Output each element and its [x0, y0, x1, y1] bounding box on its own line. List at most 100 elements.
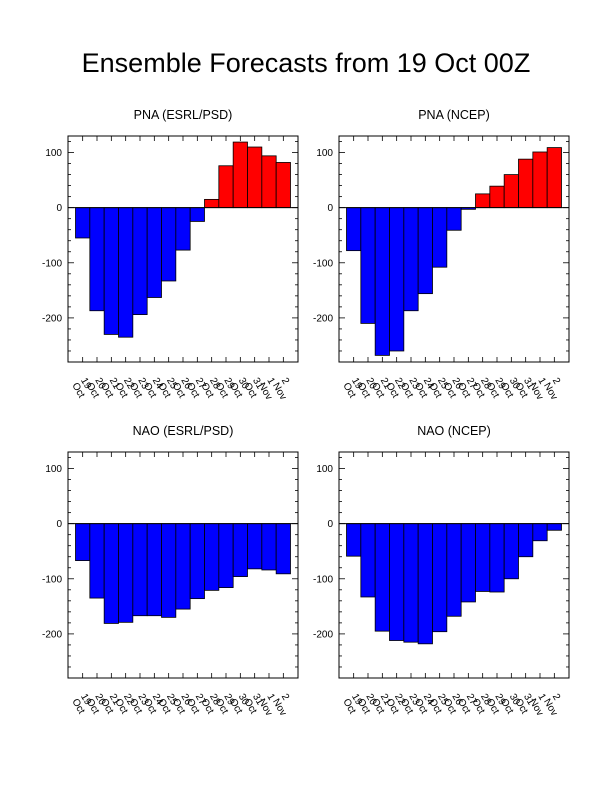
x-tick-label-part: 22: [121, 692, 136, 708]
bar: [232, 523, 248, 577]
x-tick-label-part: 28: [207, 692, 222, 708]
x-tick-label-part: 27: [193, 692, 208, 708]
y-tick-label: -200: [42, 629, 62, 640]
bar: [89, 523, 105, 599]
x-tick-label-part: Nov: [256, 381, 274, 402]
y-tick-label: -200: [313, 629, 333, 640]
y-tick-label: 0: [56, 519, 62, 530]
x-tick-label-part: 23: [406, 692, 421, 708]
x-tick-label-part: 24: [150, 376, 165, 392]
x-tick-label-part: 29: [221, 376, 236, 392]
bar: [546, 523, 562, 531]
bar: [475, 193, 491, 209]
bar: [103, 207, 119, 335]
bar: [546, 147, 562, 209]
x-tick-label-part: Nov: [527, 697, 545, 718]
x-tick-label-part: 21: [107, 376, 122, 392]
x-tick-label-part: 20: [363, 376, 378, 392]
x-tick-label-part: Nov: [256, 697, 274, 718]
bar: [360, 523, 376, 598]
bar: [532, 523, 548, 542]
y-tick-label: 100: [316, 464, 333, 475]
page-title: Ensemble Forecasts from 19 Oct 00Z: [81, 48, 531, 78]
x-tick-label-part: 27: [193, 376, 208, 392]
x-tick-label-part: 26: [178, 376, 193, 392]
x-tick-label-part: 27: [464, 692, 479, 708]
x-tick-label: 29Oct: [213, 376, 239, 400]
x-tick-label-part: 2: [279, 376, 292, 387]
x-tick-label-part: 31: [250, 376, 265, 392]
bar: [161, 523, 177, 618]
bar: [75, 207, 91, 239]
x-tick-label-part: Nov: [270, 381, 288, 402]
bar: [489, 185, 505, 209]
x-tick-label-part: 24: [150, 692, 165, 708]
bar: [346, 207, 362, 252]
bar: [75, 523, 91, 561]
bar: [118, 207, 134, 338]
x-tick-label-part: 19: [349, 692, 364, 708]
bar: [489, 523, 505, 593]
bar: [232, 141, 248, 209]
bar: [218, 165, 234, 209]
x-tick-label-part: 23: [135, 692, 150, 708]
bar: [532, 151, 548, 209]
x-tick-label-part: 25: [435, 376, 450, 392]
y-tick-label: -100: [313, 258, 333, 269]
x-tick-label-part: 24: [421, 376, 436, 392]
y-tick-label: 0: [327, 519, 333, 530]
y-tick-label: -200: [313, 313, 333, 324]
x-tick-label-part: 22: [392, 376, 407, 392]
y-tick-label: 100: [316, 148, 333, 159]
chart-title: NAO (ESRL/PSD): [133, 424, 234, 438]
bar: [503, 174, 519, 209]
x-tick-label-part: 24: [421, 692, 436, 708]
bar: [446, 523, 462, 617]
bar: [446, 207, 462, 231]
bar: [261, 523, 277, 571]
x-tick-label-part: 2: [279, 692, 292, 703]
x-tick-label-part: Nov: [541, 697, 559, 718]
x-tick-label-part: 25: [435, 692, 450, 708]
x-tick-label-part: 2: [550, 376, 563, 387]
x-tick-label-part: 23: [135, 376, 150, 392]
x-tick-label-part: 30: [507, 376, 522, 392]
x-tick-label-part: 27: [464, 376, 479, 392]
x-tick-label-part: Nov: [541, 381, 559, 402]
bar: [275, 523, 291, 575]
y-tick-label: -100: [42, 258, 62, 269]
x-tick-label-part: 30: [236, 376, 251, 392]
x-tick-label-part: 19: [78, 376, 93, 392]
x-tick-label: 25Oct: [426, 376, 452, 400]
bar: [89, 207, 105, 312]
bar: [432, 207, 448, 268]
x-tick-label-part: 20: [363, 692, 378, 708]
bar: [518, 523, 534, 558]
x-tick-label-part: 19: [349, 376, 364, 392]
bar: [132, 523, 148, 617]
x-tick-label-part: Nov: [270, 697, 288, 718]
bar: [218, 523, 234, 588]
chart-title: PNA (NCEP): [418, 108, 490, 122]
x-tick-label-part: 1: [535, 692, 548, 703]
x-tick-label-part: 25: [164, 376, 179, 392]
chart-title: NAO (NCEP): [417, 424, 491, 438]
bar: [189, 207, 205, 222]
x-tick-label-part: 1: [264, 376, 277, 387]
bar: [360, 207, 376, 324]
bar: [189, 523, 205, 600]
bar: [403, 207, 419, 312]
x-tick-label-part: 21: [378, 376, 393, 392]
bar: [374, 523, 390, 632]
x-tick-label-part: 2: [550, 692, 563, 703]
bar: [475, 523, 491, 592]
bar: [518, 158, 534, 209]
bar: [503, 523, 519, 580]
bar: [103, 523, 119, 624]
y-tick-label: -100: [42, 574, 62, 585]
x-tick-label-part: 26: [178, 692, 193, 708]
bar: [146, 207, 162, 298]
